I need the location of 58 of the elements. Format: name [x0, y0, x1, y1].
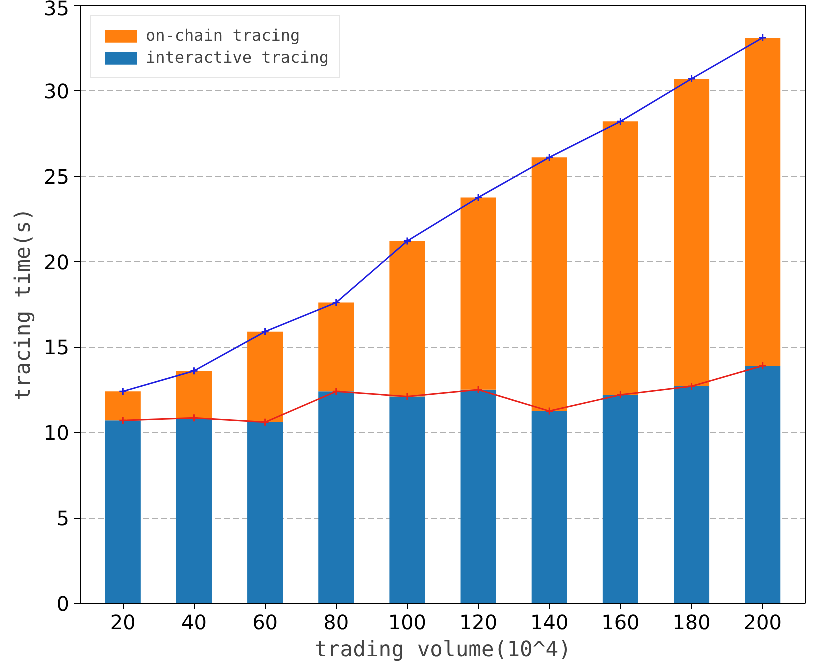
bar: [248, 422, 284, 604]
point: [261, 418, 270, 427]
bar: [674, 386, 710, 604]
bar: [602, 395, 638, 604]
point: [403, 392, 412, 402]
bar: [176, 418, 212, 604]
point: [616, 390, 625, 400]
point: [545, 407, 554, 416]
point: [332, 387, 341, 396]
bar: [318, 392, 354, 604]
x-tick-label: 120: [459, 610, 498, 634]
bar: [602, 122, 638, 396]
y-tick-label: 0: [56, 592, 70, 616]
bar: [248, 332, 284, 422]
bar: [318, 302, 354, 392]
point: [688, 382, 696, 391]
point: [332, 298, 341, 308]
point: [545, 153, 554, 162]
x-tick-label: 20: [110, 610, 136, 634]
x-tick-label: 100: [388, 610, 427, 634]
point: [688, 74, 696, 84]
point: [474, 193, 483, 202]
point: [616, 117, 625, 126]
y-tick-label: 5: [56, 506, 70, 531]
bar: [105, 392, 141, 421]
x-tick-label: 200: [744, 610, 782, 634]
legend-label: interactive tracing: [146, 48, 330, 67]
y-tick-label: 20: [44, 250, 70, 274]
x-axis-title: trading volume(10^4): [314, 638, 572, 662]
point: [261, 328, 270, 336]
x-tick-label: 60: [252, 610, 278, 634]
bar: [532, 158, 568, 412]
x-tick-label: 80: [324, 610, 350, 634]
y-tick-label: 25: [44, 164, 70, 189]
x-tick-label: 180: [672, 610, 711, 634]
legend-label: on-chain tracing: [146, 26, 300, 45]
bar: [105, 420, 141, 604]
bar: [460, 390, 496, 604]
y-tick-label: 15: [44, 336, 70, 360]
point: [474, 386, 483, 394]
y-tick-label: 10: [44, 421, 70, 446]
y-axis-title: tracing time(s): [11, 208, 36, 401]
bar: [745, 38, 781, 366]
point: [190, 414, 198, 422]
bar: [532, 411, 568, 604]
point: [190, 366, 198, 376]
bar: [176, 371, 212, 418]
x-tick-label: 40: [182, 610, 207, 634]
bar: [674, 78, 710, 387]
y-tick-label: 30: [44, 79, 70, 104]
y-tick-label: 35: [44, 0, 70, 20]
bar: [390, 241, 426, 397]
x-tick-label: 160: [602, 610, 640, 634]
x-tick-label: 140: [530, 610, 569, 634]
bar: [390, 396, 426, 604]
point: [403, 237, 412, 246]
bar: [460, 198, 496, 390]
bar: [745, 366, 781, 604]
